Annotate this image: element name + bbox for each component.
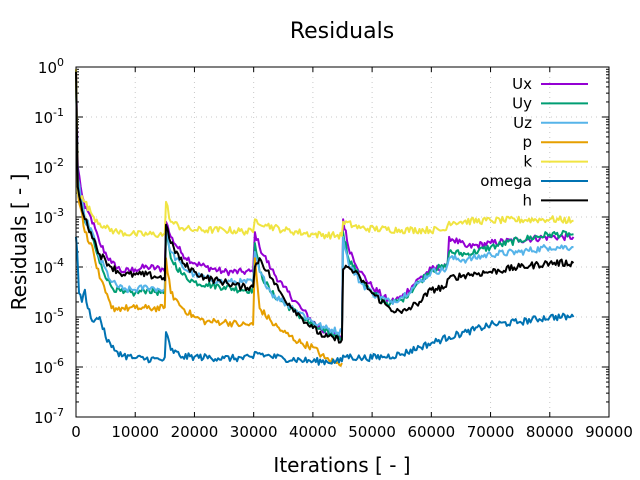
y-tick-label: 10-7 [34,406,64,427]
x-tick-label: 60000 [407,423,455,441]
legend-label-Ux: Ux [512,75,532,93]
legend-label-k: k [523,153,532,171]
y-tick-label: 10-6 [34,356,64,377]
series-line-Uy [75,78,574,341]
legend-label-omega: omega [480,172,532,190]
y-tick-label: 10-3 [34,206,64,227]
y-tick-label: 100 [38,56,64,77]
x-tick-label: 50000 [348,423,396,441]
x-tick-label: 40000 [289,423,337,441]
x-tick-labels: 0 10000 20000 30000 40000 50000 60000 70000 8000… [71,423,633,441]
x-tick-label: 70000 [467,423,515,441]
legend-label-Uy: Uy [512,94,532,112]
legend-label-p: p [522,133,532,151]
x-axis-label: Iterations [ - ] [273,453,410,477]
x-tick-label: 90000 [585,423,633,441]
series-lines [75,69,575,367]
series-line-omega [75,236,575,366]
chart-title: Residuals [290,19,394,44]
x-tick-label: 10000 [111,423,159,441]
series-line-h [75,71,575,344]
series-line-k [75,69,574,240]
plot-frame [75,66,610,418]
y-tick-label: 10-1 [34,106,64,127]
x-tick-label: 0 [71,423,81,441]
x-tick-label: 80000 [526,423,574,441]
x-tick-label: 30000 [230,423,278,441]
y-tick-labels: 100 10-1 10-2 10-3 10-4 10-5 10-6 10-7 [34,56,64,427]
series-line-p [75,69,343,367]
legend-label-Uz: Uz [513,114,532,132]
y-tick-label: 10-5 [34,306,64,327]
y-tick-label: 10-2 [34,156,64,177]
series-line-Uz [75,74,574,336]
y-tick-label: 10-4 [34,256,64,277]
legend-label-h: h [522,191,532,209]
x-tick-label: 20000 [171,423,219,441]
y-axis-label: Residuals [ - ] [7,174,31,311]
series-line-Ux [75,71,575,338]
